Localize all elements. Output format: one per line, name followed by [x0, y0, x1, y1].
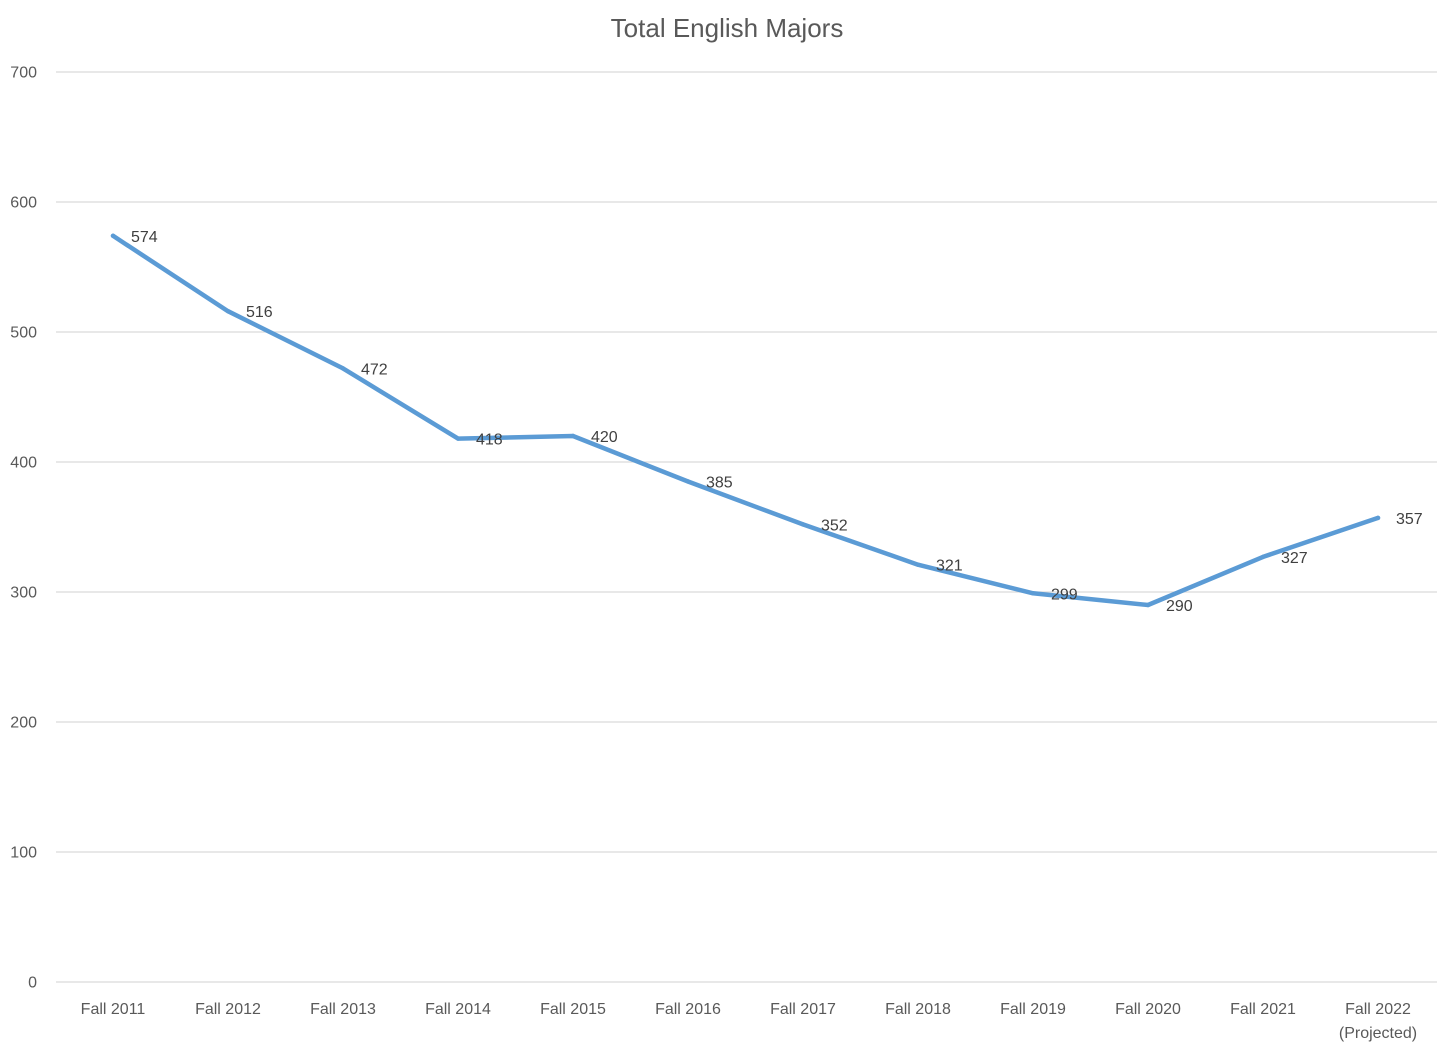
data-point: [570, 433, 576, 439]
series-layer: [110, 233, 1381, 608]
series-line: [110, 233, 1381, 608]
data-label: 385: [706, 475, 733, 492]
x-tick-label: Fall 2019: [1000, 1001, 1066, 1018]
y-tick-label: 500: [10, 325, 37, 342]
data-labels: 574 516 472 418 420 385 352 321 299 290 327 357: [131, 229, 1423, 615]
y-tick-label: 400: [10, 455, 37, 472]
x-tick-label: Fall 2015: [540, 1001, 606, 1018]
data-point: [685, 479, 691, 484]
data-point: [915, 562, 921, 567]
data-label: 327: [1281, 550, 1308, 567]
data-label: 574: [131, 229, 158, 246]
y-tick-label: 0: [28, 975, 37, 992]
x-tick-label: Fall 2013: [310, 1001, 376, 1018]
data-label: 352: [821, 517, 848, 534]
data-point: [1145, 602, 1151, 608]
data-point: [1260, 554, 1266, 560]
x-tick-label: Fall 2016: [655, 1001, 721, 1018]
data-point: [800, 522, 806, 527]
data-point: [1375, 515, 1381, 521]
x-tick-label: Fall 2020: [1115, 1001, 1181, 1018]
data-label: 357: [1396, 511, 1423, 528]
data-label: 290: [1166, 598, 1193, 615]
x-tick-label: Fall 2012: [195, 1001, 261, 1018]
y-tick-label: 200: [10, 715, 37, 732]
data-label: 516: [246, 304, 273, 321]
x-tick-label: Fall 2022 (Projected): [1339, 1001, 1417, 1042]
data-label: 299: [1051, 586, 1078, 603]
y-tick-label: 300: [10, 585, 37, 602]
x-tick-label: Fall 2017: [770, 1001, 836, 1018]
data-point: [1030, 591, 1036, 596]
data-label: 321: [936, 558, 963, 575]
data-point: [455, 436, 461, 441]
x-tick-label: Fall 2014: [425, 1001, 491, 1018]
data-label: 420: [591, 429, 618, 446]
y-tick-label: 600: [10, 195, 37, 212]
y-tick-label: 100: [10, 845, 37, 862]
data-label: 472: [361, 361, 388, 378]
x-axis-tick-labels: Fall 2011 Fall 2012 Fall 2013 Fall 2014 Fall…: [81, 1001, 1417, 1042]
y-tick-label: 700: [10, 65, 37, 82]
x-tick-label: Fall 2018: [885, 1001, 951, 1018]
gridlines: [56, 71, 1437, 983]
data-point: [340, 366, 346, 371]
x-tick-label: Fall 2011: [81, 1001, 146, 1018]
x-tick-label: Fall 2021: [1230, 1001, 1296, 1018]
y-axis-tick-labels: 0 100 200 300 400 500 600 700: [10, 65, 37, 992]
data-label: 418: [476, 432, 503, 449]
data-point: [225, 309, 231, 314]
data-point: [110, 233, 116, 238]
chart-title: Total English Majors: [611, 13, 844, 43]
